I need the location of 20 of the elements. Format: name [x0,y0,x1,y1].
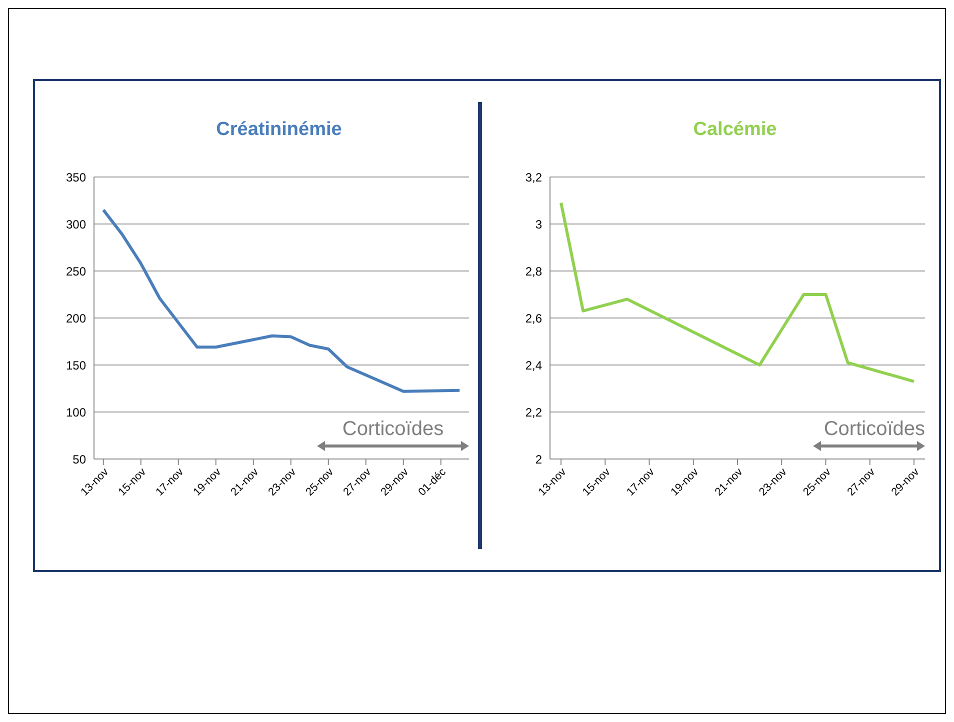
y-tick-label: 3,2 [525,170,542,184]
y-tick-label: 3 [535,217,542,232]
y-tick-label: 250 [66,264,86,278]
y-tick-label: 2 [535,452,542,466]
y-tick-label: 350 [66,170,86,184]
y-tick-label: 300 [66,217,86,232]
y-tick-label: 50 [72,452,86,466]
chart-title: Créatininémie [215,119,343,142]
y-tick-label: 2,2 [525,405,542,420]
y-tick-label: 200 [66,311,86,326]
y-tick-label: 150 [66,358,86,372]
chart-title: Calcémie [692,119,778,142]
y-tick-label: 2,8 [525,264,542,278]
line-series [102,208,462,393]
annotation: Corticoïdes [341,417,445,441]
y-tick-label: 2,4 [525,358,542,372]
line-series [560,201,916,383]
y-tick-label: 100 [66,405,86,420]
annotation: Corticoïdes [822,417,925,441]
y-tick-label: 2,6 [525,311,542,326]
